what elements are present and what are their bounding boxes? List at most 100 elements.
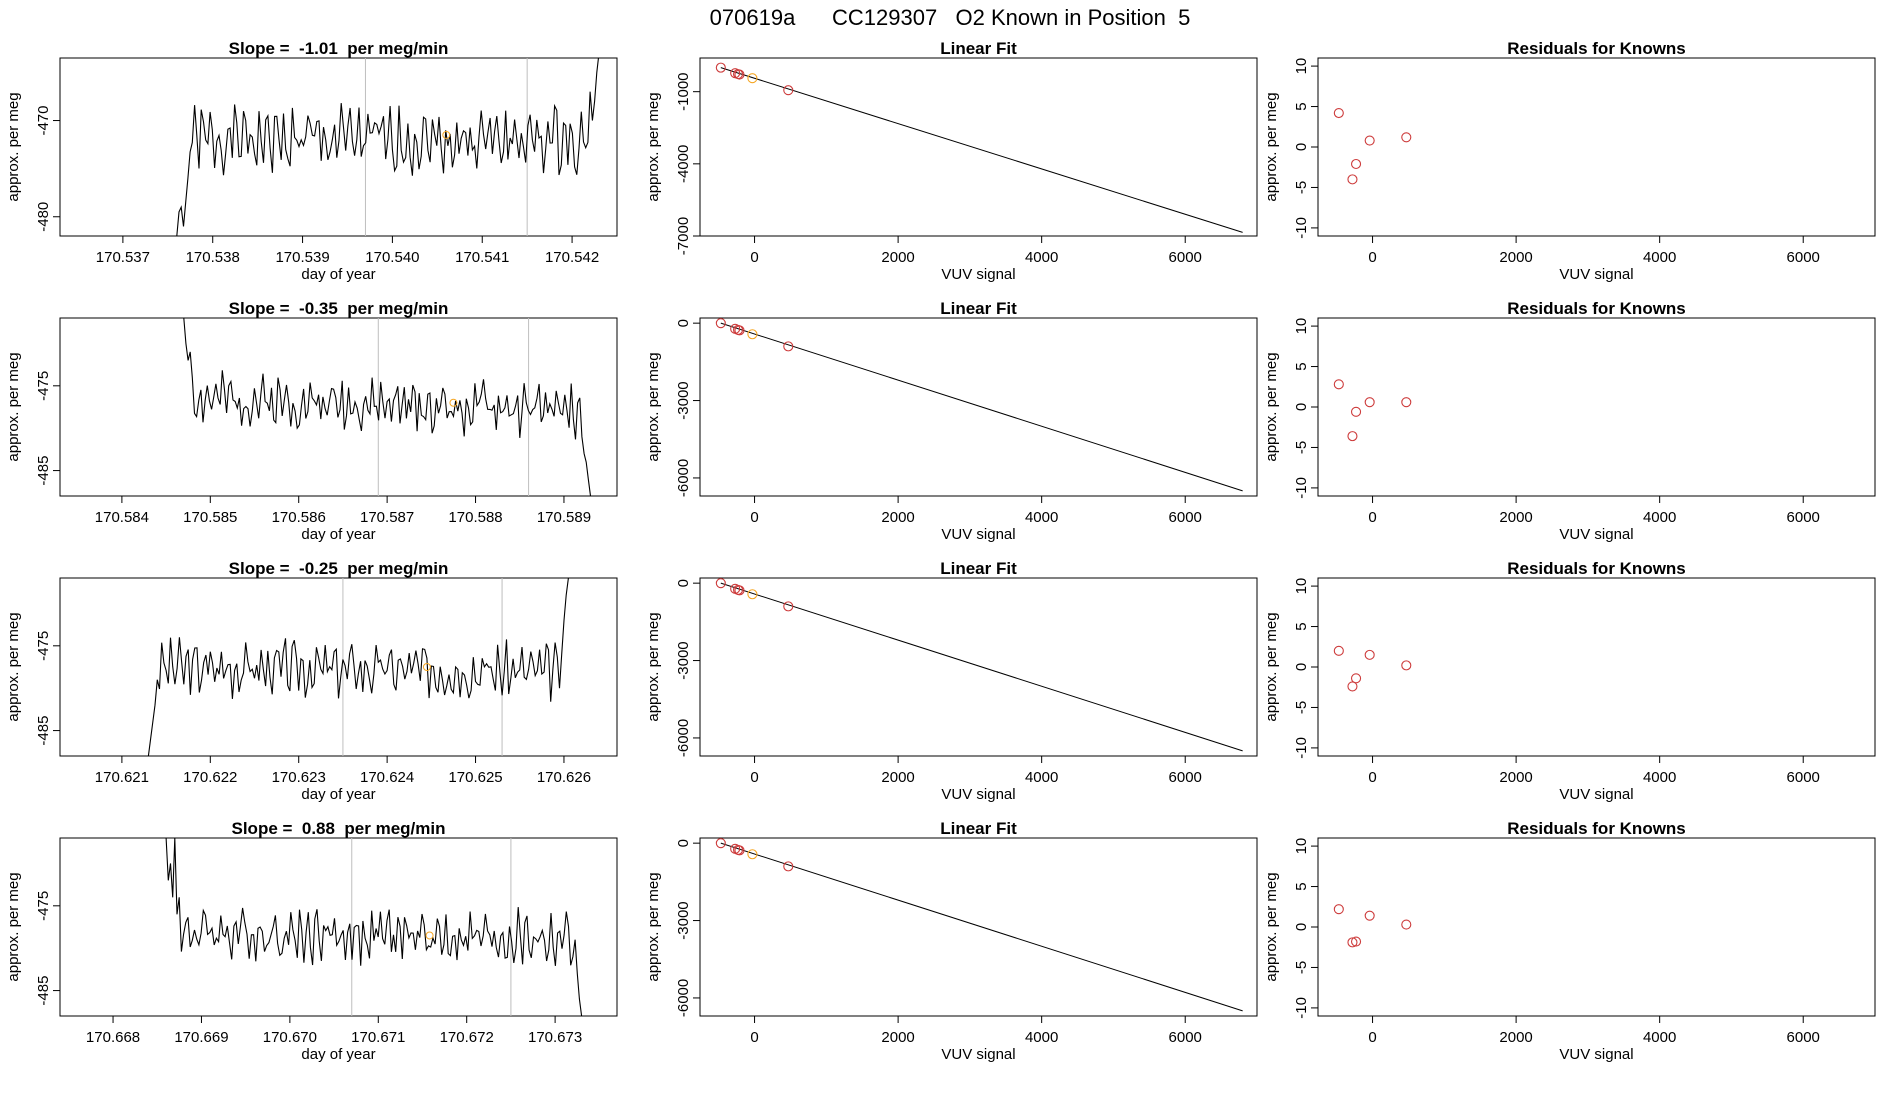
y-tick-label: -5: [1293, 181, 1310, 194]
y-axis-label: approx. per meg: [645, 92, 662, 201]
current-point: [747, 849, 758, 860]
x-tick-label: 170.584: [95, 509, 149, 526]
y-tick-label: -10: [1293, 477, 1310, 499]
x-tick-label: 6000: [1787, 769, 1820, 786]
panel-title: Linear Fit: [940, 39, 1017, 58]
x-tick-label: 2000: [881, 249, 914, 266]
y-tick-label: -5: [1293, 961, 1310, 974]
y-axis-label: approx. per meg: [5, 352, 22, 461]
y-axis-label: approx. per meg: [5, 92, 22, 201]
known-point: [1401, 660, 1412, 671]
figure-title: 070619a CC129307 O2 Known in Position 5: [710, 5, 1191, 30]
plot-data: [165, 838, 583, 1016]
x-tick-label: 170.673: [528, 1029, 582, 1046]
plot-data: [147, 578, 569, 756]
x-tick-label: 170.622: [183, 769, 237, 786]
x-tick-label: 170.541: [455, 249, 509, 266]
plot-frame: [699, 317, 1258, 497]
x-tick-label: 170.537: [96, 249, 150, 266]
plot-frame: [699, 57, 1258, 237]
known-point: [715, 578, 726, 589]
known-point: [1347, 431, 1358, 442]
x-tick-label: 0: [750, 249, 758, 266]
known-point: [715, 62, 726, 73]
x-tick-label: 170.671: [351, 1029, 405, 1046]
current-sample-point: [449, 398, 458, 407]
x-tick-label: 0: [1368, 1029, 1376, 1046]
x-tick-label: 170.540: [365, 249, 419, 266]
known-point: [1350, 936, 1362, 947]
known-point: [1350, 158, 1362, 170]
panel-title: Linear Fit: [940, 559, 1017, 578]
plot-frame: [59, 837, 618, 1017]
y-tick-label: -485: [35, 716, 52, 746]
panel-title: Slope = -0.25 per meg/min: [229, 559, 449, 578]
x-axis-label: VUV signal: [1559, 266, 1633, 283]
plot-data: [715, 62, 1243, 233]
y-tick-label: -1000: [675, 72, 692, 110]
plot-frame: [699, 577, 1258, 757]
known-point: [1364, 649, 1375, 660]
known-point: [1333, 904, 1344, 915]
y-tick-label: -6000: [675, 719, 692, 757]
x-axis-label: day of year: [301, 526, 375, 543]
y-tick-label: -475: [35, 631, 52, 661]
y-axis-label: approx. per meg: [645, 612, 662, 721]
known-point: [715, 838, 726, 849]
known-point: [1364, 397, 1375, 408]
x-tick-label: 0: [1368, 249, 1376, 266]
y-tick-label: 10: [1293, 58, 1310, 75]
x-tick-label: 4000: [1643, 1029, 1676, 1046]
x-tick-label: 170.668: [86, 1029, 140, 1046]
panel-0-2: Residuals for Knowns 0 2000 4000 6000 VUV sig…: [1263, 39, 1876, 283]
x-tick-label: 170.542: [545, 249, 599, 266]
x-axis-label: day of year: [301, 266, 375, 283]
known-point: [734, 69, 745, 80]
x-tick-label: 6000: [1169, 509, 1202, 526]
known-point: [783, 601, 794, 612]
fit-line: [720, 842, 1243, 1012]
x-axis-label: VUV signal: [941, 1046, 1015, 1063]
panels-grid: Slope = -1.01 per meg/min 170.537 170.538 1…: [5, 39, 1876, 1063]
y-tick-label: 0: [1293, 663, 1310, 671]
panel-0-0: Slope = -1.01 per meg/min 170.537 170.538 1…: [5, 39, 618, 283]
y-tick-label: -4000: [675, 145, 692, 183]
panel-title: Residuals for Knowns: [1507, 559, 1686, 578]
y-axis-label: approx. per meg: [1263, 92, 1280, 201]
x-tick-label: 170.626: [537, 769, 591, 786]
x-axis-label: VUV signal: [941, 266, 1015, 283]
known-point: [734, 845, 745, 856]
x-tick-label: 0: [1368, 509, 1376, 526]
x-tick-label: 6000: [1787, 1029, 1820, 1046]
current-sample-point: [425, 931, 434, 940]
known-point: [1364, 135, 1375, 146]
y-axis-label: approx. per meg: [645, 872, 662, 981]
known-point: [1401, 919, 1412, 930]
x-tick-label: 170.587: [360, 509, 414, 526]
y-tick-label: 10: [1293, 318, 1310, 335]
x-tick-label: 4000: [1025, 509, 1058, 526]
x-axis-label: VUV signal: [1559, 1046, 1633, 1063]
y-tick-label: 0: [675, 579, 692, 587]
x-axis-label: VUV signal: [1559, 526, 1633, 543]
series-line: [183, 318, 592, 496]
x-tick-label: 2000: [881, 769, 914, 786]
y-tick-label: -470: [35, 106, 52, 136]
panel-2-1: Linear Fit 0 2000 4000 6000 VUV signal -6000 -3…: [645, 559, 1258, 803]
y-tick-label: -5: [1293, 441, 1310, 454]
y-tick-label: -480: [35, 202, 52, 232]
x-tick-label: 2000: [1499, 509, 1532, 526]
x-tick-label: 4000: [1025, 249, 1058, 266]
y-axis-label: approx. per meg: [5, 872, 22, 981]
y-tick-label: 10: [1293, 838, 1310, 855]
current-point: [747, 329, 758, 340]
x-tick-label: 170.538: [186, 249, 240, 266]
known-point: [734, 325, 745, 336]
y-tick-label: -485: [35, 976, 52, 1006]
x-tick-label: 170.621: [95, 769, 149, 786]
y-tick-label: 0: [675, 839, 692, 847]
plot-frame: [59, 57, 618, 237]
known-point: [783, 85, 794, 96]
known-point: [1333, 645, 1344, 656]
panel-title: Residuals for Knowns: [1507, 819, 1686, 838]
